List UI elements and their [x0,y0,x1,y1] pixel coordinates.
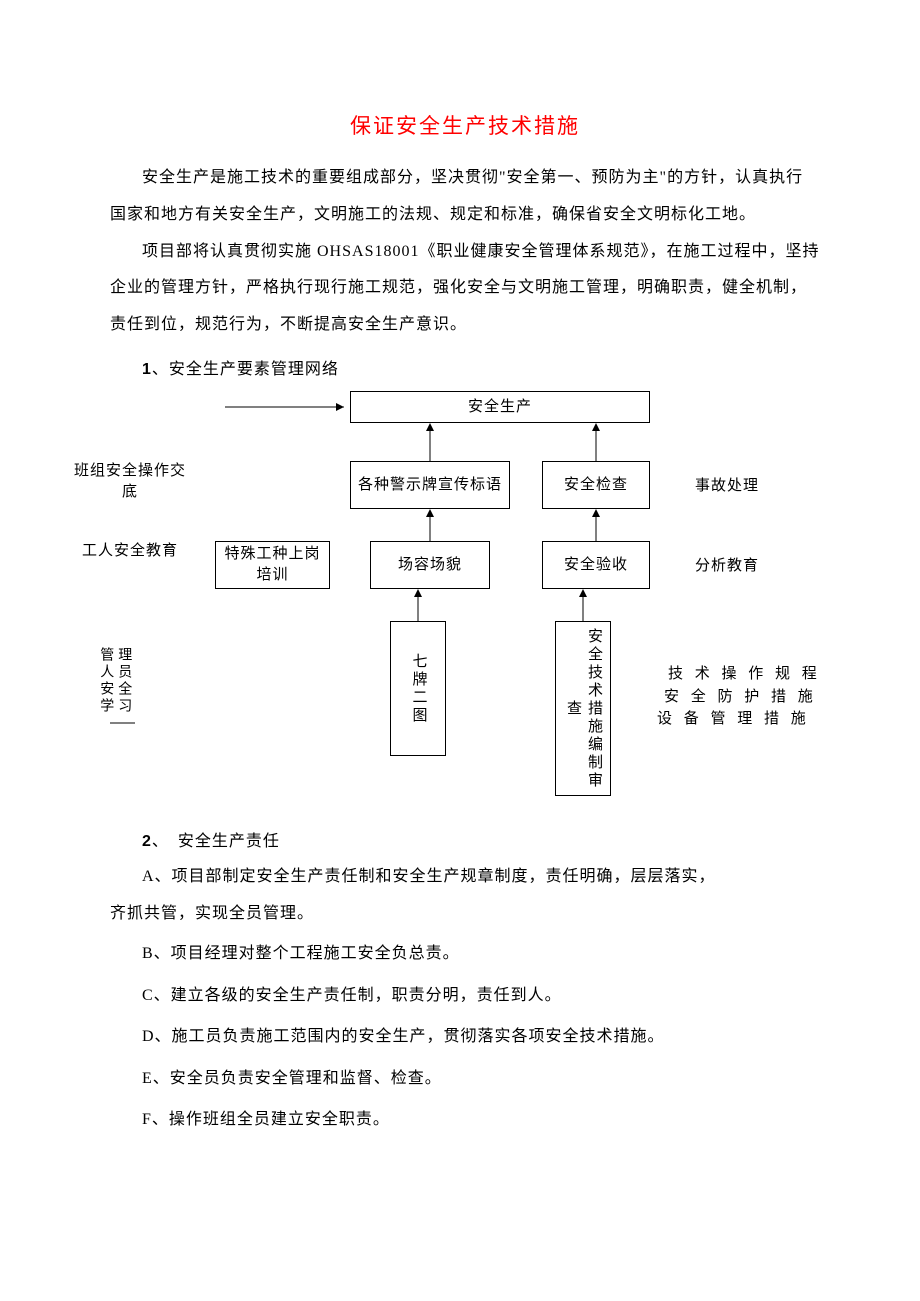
paragraph-2: 项目部将认真贯彻实施 OHSAS18001《职业健康安全管理体系规范》，在施工过… [110,234,820,344]
item-a-line1: A、项目部制定安全生产责任制和安全生产规章制度，责任明确，层层落实， [110,859,820,896]
item-f: F、操作班组全员建立安全职责。 [110,1099,820,1141]
node-safety-production: 安全生产 [350,391,650,423]
node-safety-acceptance-label: 安全验收 [564,555,628,576]
item-b: B、项目经理对整个工程施工安全负总责。 [110,933,820,975]
node-site-appearance: 场容场貌 [370,541,490,589]
diagram-connectors [110,391,830,816]
section-2-heading: 2、 安全生产责任 [110,824,820,859]
node-special-training-label: 特殊工种上岗培训 [218,544,327,586]
section-1-number: 1 [142,361,152,378]
side-label-manager-learning: 管人安学 [96,647,114,719]
item-e: E、安全员负责安全管理和监督、检查。 [110,1058,820,1100]
node-site-appearance-label: 场容场貌 [398,555,462,576]
node-tech-measures-review-label: 安全技术措施编制审查 [562,624,604,793]
node-tech-measures-review: 安全技术措施编制审查 [555,621,611,796]
node-safety-acceptance: 安全验收 [542,541,650,589]
section-1-heading: 1、安全生产要素管理网络 [110,352,820,387]
side-label-manager-learning-2: 理员全习 [114,647,132,719]
node-safety-inspection: 安全检查 [542,461,650,509]
node-safety-production-label: 安全生产 [468,397,532,418]
item-c: C、建立各级的安全生产责任制，职责分明，责任到人。 [110,975,820,1017]
node-safety-inspection-label: 安全检查 [564,475,628,496]
section-2-number: 2 [142,833,152,850]
node-warning-signs: 各种警示牌宣传标语 [350,461,510,509]
node-special-training: 特殊工种上岗培训 [215,541,330,589]
node-warning-signs-label: 各种警示牌宣传标语 [358,475,502,496]
item-d: D、施工员负责施工范围内的安全生产，贯彻落实各项安全技术措施。 [110,1016,820,1058]
side-label-team-briefing: 班组安全操作交底 [70,461,190,503]
side-label-analysis-education: 分析教育 [695,556,759,577]
page-title: 保证安全生产技术措施 [110,110,820,140]
item-a-line2: 齐抓共管，实现全员管理。 [110,896,820,933]
section-1-title: 、安全生产要素管理网络 [152,361,339,378]
diagram-safety-network: 安全生产 各种警示牌宣传标语 安全检查 特殊工种上岗培训 场容场貌 安全验收 七… [110,391,830,816]
node-seven-boards-label: 七牌二图 [408,653,429,725]
side-label-tech-rules: 技 术 操 作 规 程 安 全 防 护 措 施 设 备 管 理 措 施 [668,663,821,731]
side-label-worker-education: 工人安全教育 [70,541,190,562]
node-seven-boards: 七牌二图 [390,621,446,756]
section-2-title: 、 安全生产责任 [152,833,280,850]
side-label-incident-handling: 事故处理 [695,476,759,497]
paragraph-1: 安全生产是施工技术的重要组成部分，坚决贯彻"安全第一、预防为主"的方针，认真执行… [110,160,820,234]
